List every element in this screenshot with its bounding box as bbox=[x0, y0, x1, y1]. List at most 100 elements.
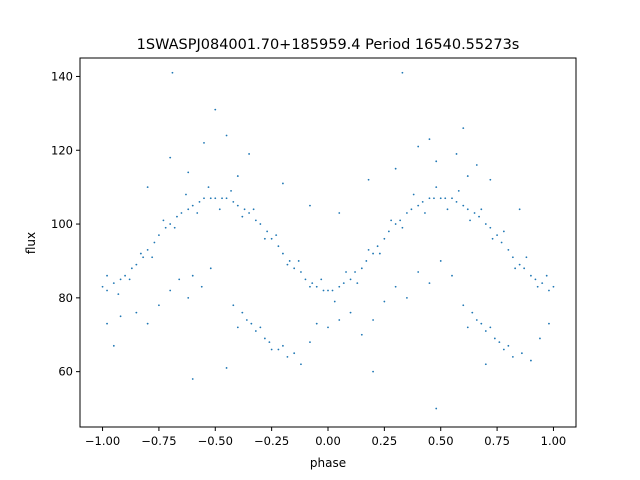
data-point bbox=[315, 322, 318, 325]
data-point bbox=[225, 197, 228, 200]
data-point bbox=[173, 226, 176, 229]
data-point bbox=[378, 252, 381, 255]
data-point bbox=[498, 341, 501, 344]
data-point bbox=[282, 344, 284, 347]
data-point bbox=[534, 278, 537, 281]
data-point bbox=[245, 319, 248, 321]
data-point bbox=[236, 175, 239, 177]
data-point bbox=[354, 271, 356, 273]
data-point bbox=[230, 189, 232, 192]
data-point bbox=[146, 322, 149, 325]
data-point bbox=[169, 156, 172, 159]
data-point bbox=[268, 341, 271, 344]
data-point bbox=[187, 208, 190, 211]
data-point bbox=[112, 344, 115, 347]
data-point bbox=[548, 289, 550, 292]
data-point bbox=[412, 193, 415, 196]
data-point bbox=[275, 234, 278, 237]
data-point bbox=[473, 212, 476, 214]
data-point bbox=[349, 311, 352, 314]
data-point bbox=[297, 260, 300, 262]
data-point bbox=[263, 237, 266, 240]
data-point bbox=[417, 204, 420, 207]
data-point bbox=[410, 208, 413, 211]
data-point bbox=[196, 212, 199, 214]
data-point bbox=[277, 348, 280, 351]
data-point bbox=[466, 208, 469, 211]
data-point bbox=[119, 315, 122, 318]
data-point bbox=[433, 197, 435, 200]
data-point bbox=[383, 237, 386, 240]
data-point bbox=[539, 337, 541, 340]
data-point bbox=[327, 326, 329, 329]
x-tick-label: 0.00 bbox=[315, 434, 341, 448]
x-axis-label: phase bbox=[310, 456, 346, 470]
data-point bbox=[401, 226, 404, 229]
data-point bbox=[496, 234, 498, 237]
data-point bbox=[502, 230, 505, 233]
x-tick-label: 1.00 bbox=[541, 434, 567, 448]
data-point bbox=[406, 296, 408, 299]
x-tick-label: −1.00 bbox=[85, 434, 120, 448]
data-point bbox=[360, 267, 363, 270]
data-point bbox=[500, 241, 503, 244]
data-point bbox=[525, 256, 528, 259]
data-point bbox=[117, 293, 120, 296]
data-point bbox=[406, 212, 408, 214]
data-point bbox=[365, 260, 368, 262]
data-point bbox=[250, 322, 253, 325]
data-point bbox=[187, 296, 190, 299]
scatter-points bbox=[101, 71, 555, 410]
data-point bbox=[489, 226, 492, 229]
data-point bbox=[146, 248, 149, 251]
data-point bbox=[169, 223, 172, 225]
data-point bbox=[372, 370, 374, 373]
data-point bbox=[225, 367, 228, 369]
data-point bbox=[293, 352, 296, 355]
data-point bbox=[451, 197, 453, 200]
x-tick-label: 0.25 bbox=[372, 434, 398, 448]
data-point bbox=[489, 178, 492, 181]
data-point bbox=[435, 407, 438, 410]
data-point bbox=[541, 282, 544, 284]
x-axis: −1.00 −0.75 −0.50 −0.25 0.00 0.25 0.50 0.75 1.00 bbox=[85, 427, 566, 448]
data-point bbox=[241, 215, 244, 218]
data-point bbox=[511, 355, 514, 358]
data-point bbox=[342, 282, 345, 284]
data-point bbox=[304, 278, 307, 281]
y-tick-label: 80 bbox=[58, 291, 73, 305]
data-point bbox=[552, 285, 555, 288]
data-point bbox=[248, 153, 250, 155]
data-point bbox=[399, 219, 402, 222]
data-point bbox=[372, 252, 374, 255]
data-point bbox=[185, 193, 187, 196]
data-point bbox=[446, 208, 449, 211]
data-point bbox=[309, 285, 311, 288]
data-point bbox=[507, 248, 510, 251]
data-point bbox=[530, 274, 532, 277]
data-point bbox=[164, 226, 167, 229]
data-point bbox=[300, 271, 302, 273]
data-point bbox=[327, 289, 329, 292]
data-point bbox=[322, 289, 325, 292]
data-point bbox=[315, 285, 318, 288]
data-point bbox=[439, 260, 442, 262]
data-point bbox=[153, 241, 156, 244]
data-point bbox=[176, 215, 178, 218]
data-point bbox=[333, 300, 336, 303]
data-point bbox=[119, 278, 122, 281]
data-point bbox=[191, 274, 194, 277]
data-point bbox=[311, 282, 314, 284]
data-point bbox=[169, 289, 172, 292]
data-point bbox=[135, 311, 138, 314]
data-point bbox=[225, 134, 228, 137]
data-point bbox=[130, 267, 133, 270]
data-point bbox=[187, 171, 190, 174]
data-point bbox=[158, 234, 160, 237]
data-point bbox=[266, 230, 269, 233]
data-point bbox=[338, 319, 341, 321]
data-point bbox=[372, 319, 374, 321]
data-point bbox=[417, 145, 420, 148]
data-point bbox=[270, 348, 273, 351]
data-point bbox=[475, 164, 478, 166]
